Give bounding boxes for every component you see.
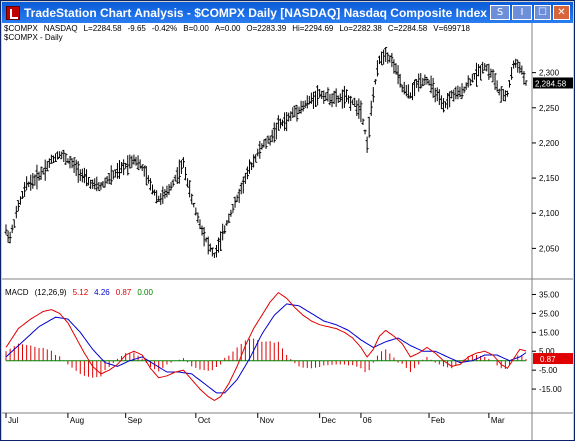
macd-last-box [533, 353, 573, 365]
maximize-icon[interactable]: ☐ [534, 5, 551, 20]
macd-tick-label: -15.00 [539, 385, 562, 394]
chart-area[interactable]: $COMPX NASDAQ L=2284.58 -9.65 -0.42% B=0.00 A=… [2, 23, 573, 440]
macd-legend: MACD (12,26,9) 5.12 4.26 0.87 0.00 [5, 288, 159, 297]
quote-bid: B=0.00 [183, 24, 209, 33]
macd-legend-label: MACD [5, 288, 29, 297]
price-tick-label: 2,100 [539, 209, 560, 218]
quote-change-pct: -0.42% [151, 24, 178, 33]
macd-tick-label: 35.00 [539, 290, 560, 299]
quote-ask: A=0.00 [214, 24, 241, 33]
quote-open: O=2283.39 [246, 24, 287, 33]
macd-legend-macd: 5.12 [72, 288, 89, 297]
window-title: TradeStation Chart Analysis - $COMPX Dai… [24, 5, 487, 20]
symbol-link-button[interactable]: S [490, 5, 510, 20]
macd-legend-hist: 0.87 [115, 288, 132, 297]
macd-tick-label: 15.00 [539, 328, 560, 337]
quote-close: C=2284.58 [387, 24, 428, 33]
quote-exchange: NASDAQ [43, 24, 78, 33]
quote-volume: V=699718 [433, 24, 470, 33]
macd-legend-zero: 0.00 [137, 288, 153, 297]
date-tick-label: Aug [70, 416, 84, 425]
quote-symbol: $COMPX [4, 24, 38, 33]
macd-tick-label: 5.00 [539, 347, 555, 356]
macd-tick-label: 25.00 [539, 309, 560, 318]
date-tick-label: Nov [260, 416, 274, 425]
indicator-link-button[interactable]: I [512, 5, 532, 20]
quote-change: -9.65 [127, 24, 146, 33]
quote-low: Lo=2282.38 [339, 24, 382, 33]
price-tick-label: 2,150 [539, 174, 560, 183]
price-tick-label: 2,250 [539, 104, 560, 113]
macd-legend-params: (12,26,9) [34, 288, 67, 297]
date-tick-label: 06 [363, 416, 372, 425]
date-tick-label: Feb [431, 416, 445, 425]
price-tick-label: 2,300 [539, 69, 560, 78]
macd-legend-signal: 4.26 [94, 288, 110, 297]
tradestation-logo-icon [6, 5, 20, 20]
price-tick-label: 2,050 [539, 244, 560, 253]
quote-info-bar: $COMPX NASDAQ L=2284.58 -9.65 -0.42% B=0.00 A=… [4, 23, 476, 34]
date-tick-label: Mar [491, 416, 505, 425]
macd-tick-label: -5.00 [539, 366, 558, 375]
last-price-label: 2,284.58 [535, 79, 567, 88]
date-tick-label: Jul [8, 416, 18, 425]
close-icon[interactable]: ✕ [553, 5, 570, 20]
date-tick-label: Dec [322, 416, 336, 425]
date-tick-label: Sep [128, 416, 143, 425]
quote-high: Hi=2294.69 [292, 24, 334, 33]
macd-last-label: 0.87 [540, 355, 556, 364]
macd-signal-line [5, 303, 527, 394]
quote-last: L=2284.58 [83, 24, 122, 33]
title-bar[interactable]: TradeStation Chart Analysis - $COMPX Dai… [2, 2, 573, 23]
last-price-box [533, 77, 573, 89]
price-tick-label: 2,200 [539, 139, 560, 148]
date-tick-label: Oct [198, 416, 211, 425]
macd-line [5, 291, 527, 401]
price-pane-label: $COMPX - Daily [4, 33, 63, 42]
